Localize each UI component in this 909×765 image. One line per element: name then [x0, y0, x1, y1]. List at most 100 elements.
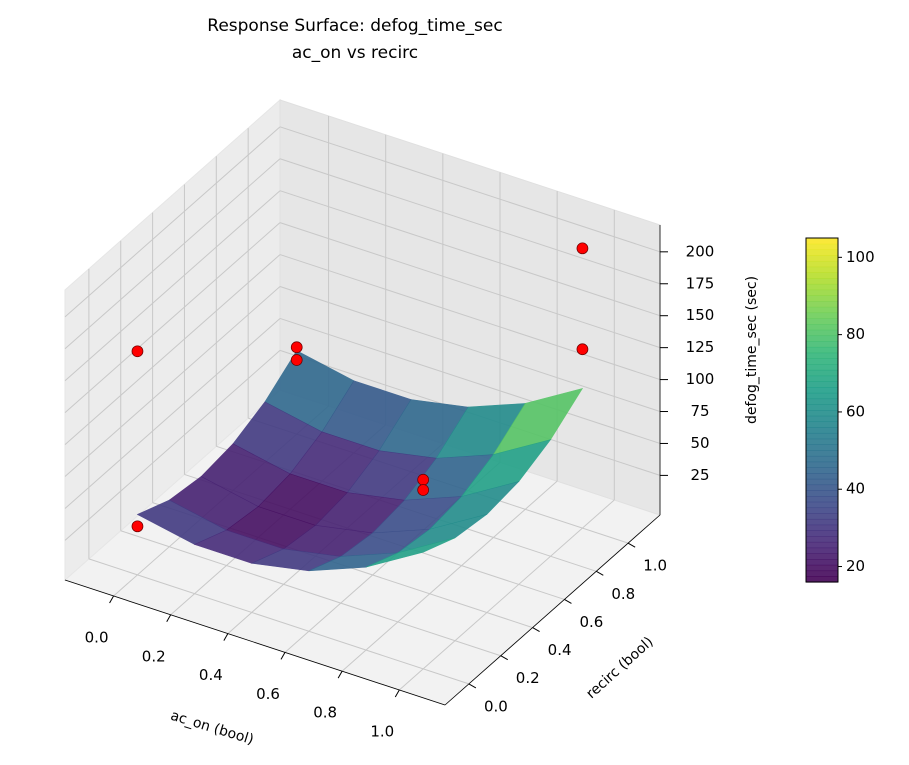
grid-line	[279, 317, 661, 444]
x-tick-mark	[109, 595, 115, 604]
colorbar-segment	[806, 427, 838, 434]
x-tick-mark	[166, 614, 172, 623]
colorbar-segment	[806, 455, 838, 463]
x-tick-label: 0.0	[85, 628, 109, 646]
colorbar-segment	[806, 478, 838, 486]
grid-line	[279, 190, 661, 317]
colorbar-tick-label: 100	[846, 248, 875, 266]
y-tick-mark	[500, 655, 508, 661]
data-point	[131, 345, 144, 358]
grid-line	[64, 126, 281, 318]
z-tick-label: 25	[690, 466, 709, 484]
colorbar-segment	[806, 243, 838, 251]
data-point	[131, 520, 144, 533]
colorbar-segment	[806, 553, 838, 560]
x-axis-line	[64, 579, 446, 706]
x-tick-label: 0.2	[142, 647, 166, 665]
colorbar-segment	[806, 335, 838, 342]
colorbar-tick-label: 80	[846, 325, 865, 343]
colorbar-segment	[806, 260, 838, 268]
x-tick-label: 0.6	[256, 685, 280, 703]
colorbar-tick-label: 20	[846, 557, 865, 575]
colorbar-segment	[806, 289, 838, 296]
y-tick-mark	[627, 542, 636, 548]
data-point	[417, 484, 430, 496]
colorbar-segment	[806, 507, 838, 514]
grid-line	[64, 158, 281, 350]
colorbar-segment	[806, 278, 838, 285]
colorbar-segment	[806, 346, 838, 354]
colorbar-segment	[806, 496, 838, 503]
grid-line	[64, 254, 281, 445]
colorbar-segment	[806, 536, 838, 543]
grid-line	[279, 126, 661, 253]
colorbar-segment	[806, 312, 838, 319]
colorbar-segment	[806, 467, 838, 474]
colorbar-segment	[806, 306, 838, 314]
z-tick-label: 175	[686, 274, 715, 292]
grid-line	[341, 480, 558, 672]
colorbar-segment	[806, 570, 838, 577]
data-point	[417, 473, 430, 486]
x-tick-mark	[337, 670, 343, 679]
grid-line	[279, 158, 661, 285]
z-axis-label: defog_time_sec (sec)	[744, 276, 760, 424]
colorbar-segment	[806, 541, 838, 549]
y-tick-label: 0.8	[611, 585, 635, 603]
surface-patch	[365, 537, 456, 568]
x-tick-mark	[280, 652, 286, 660]
colorbar-segment	[806, 530, 838, 537]
z-tick-label: 100	[686, 370, 715, 388]
colorbar-segment	[806, 547, 838, 554]
colorbar-segment	[806, 358, 838, 365]
colorbar-segment	[806, 564, 838, 572]
colorbar-segment	[806, 255, 838, 262]
grid-line	[279, 222, 661, 349]
y-tick-mark	[468, 683, 477, 689]
colorbar-segment	[806, 484, 838, 491]
grid-line	[88, 558, 470, 685]
colorbar-segment	[806, 559, 838, 566]
colorbar-segment	[806, 392, 838, 400]
data-point	[290, 341, 303, 354]
colorbar-segment	[806, 404, 838, 411]
y-tick-label: 0.2	[516, 669, 540, 687]
data-point	[576, 343, 589, 356]
colorbar-segment	[806, 410, 838, 417]
colorbar-segment	[806, 238, 838, 245]
colorbar-segment	[806, 266, 838, 273]
colorbar-segment	[806, 398, 838, 405]
z-tick-label: 50	[690, 434, 709, 452]
z-tick-label: 200	[686, 242, 715, 260]
colorbar-tick-label: 60	[846, 402, 865, 420]
data-point	[290, 354, 303, 366]
colorbar-segment	[806, 473, 838, 480]
grid-line	[279, 254, 661, 381]
z-tick-label: 150	[686, 306, 715, 324]
colorbar-segment	[806, 375, 838, 382]
x-tick-mark	[223, 633, 229, 641]
grid-line	[120, 530, 501, 657]
colorbar-segment	[806, 272, 838, 279]
grid-line	[64, 190, 281, 382]
colorbar-segment	[806, 329, 838, 337]
colorbar-segment	[806, 461, 838, 468]
y-tick-mark	[564, 599, 572, 604]
colorbar-segment	[806, 341, 838, 348]
chart-subtitle: ac_on vs recirc	[292, 43, 418, 63]
colorbar-segment	[806, 513, 838, 520]
chart-title: Response Surface: defog_time_sec	[207, 16, 502, 36]
y-tick-label: 0.0	[484, 697, 508, 715]
y-tick-mark	[532, 627, 540, 633]
data-point	[576, 242, 589, 255]
colorbar-segment	[806, 490, 838, 497]
colorbar-segment	[806, 524, 838, 531]
colorbar-segment	[806, 518, 838, 526]
colorbar-segment	[806, 381, 838, 388]
x-tick-label: 0.8	[313, 704, 337, 722]
colorbar-frame	[805, 237, 839, 583]
grid-line	[64, 350, 281, 541]
x-tick-label: 0.4	[199, 666, 223, 684]
z-tick-label: 75	[690, 402, 709, 420]
